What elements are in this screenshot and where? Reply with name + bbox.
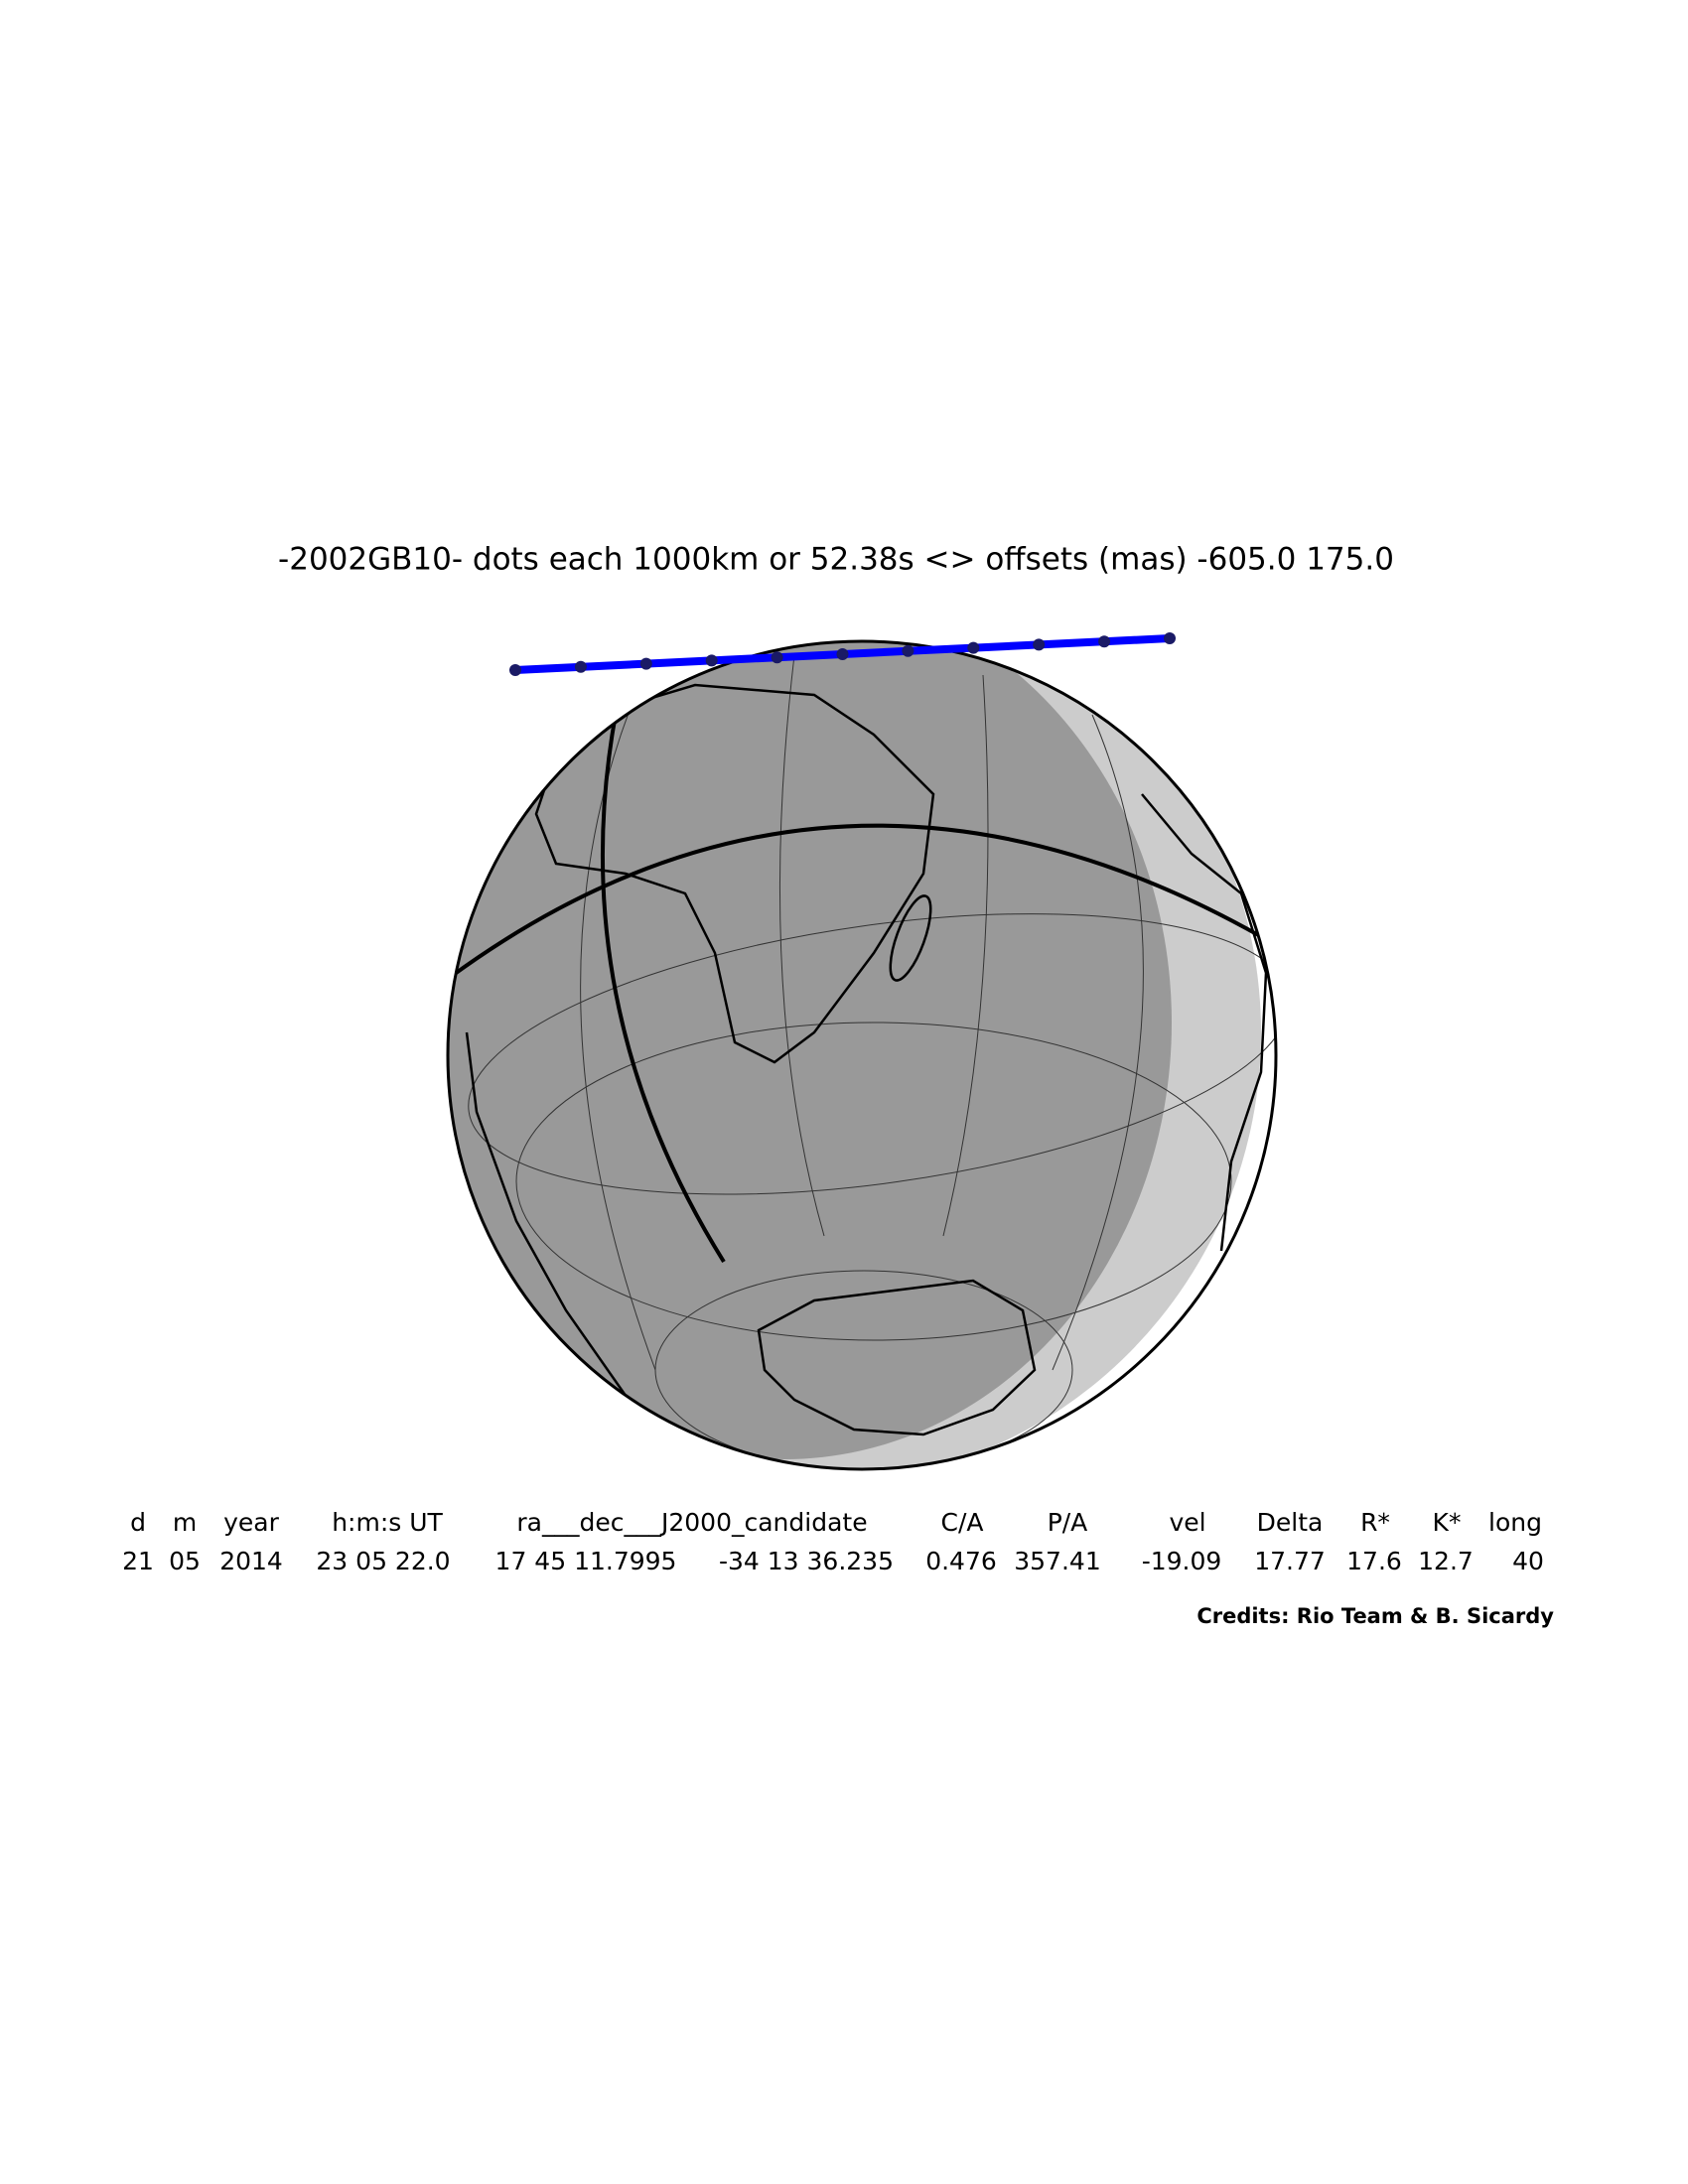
path-dot (1164, 632, 1176, 644)
column-value: -19.09 (1142, 1547, 1222, 1575)
shadow-path (509, 632, 1176, 676)
column-header: C/A (941, 1508, 984, 1537)
column-value: 0.476 (925, 1547, 997, 1575)
column-value: 17.6 (1346, 1547, 1402, 1575)
graticule (515, 1022, 1232, 1341)
column-header: ra___dec___J2000_candidate (516, 1508, 867, 1537)
column-value: 17.77 (1254, 1547, 1326, 1575)
path-dot (574, 660, 587, 673)
meridian-line (600, 688, 726, 1264)
column-header: K* (1433, 1508, 1462, 1537)
path-dot (509, 664, 521, 676)
column-value: 357.41 (1014, 1547, 1100, 1575)
antarctica (757, 1279, 1037, 1436)
event-table: d m year h:m:s UT ra___dec___J2000_candidate… (122, 1508, 1544, 1575)
graticule (778, 654, 825, 1237)
column-header: d (130, 1508, 146, 1537)
column-header: vel (1169, 1508, 1205, 1537)
column-header: h:m:s UT (332, 1508, 443, 1537)
column-header: long (1488, 1508, 1542, 1537)
credits: Credits: Rio Team & B. Sicardy (1196, 1604, 1554, 1628)
africa (534, 683, 935, 1064)
graticule (942, 674, 989, 1237)
column-value: 21 (122, 1547, 154, 1575)
path-dot (771, 651, 783, 664)
night-region (448, 641, 1172, 1459)
globe (446, 639, 1278, 1471)
column-value: 12.7 (1418, 1547, 1474, 1575)
column-header: year (223, 1508, 279, 1537)
column-header: R* (1360, 1508, 1390, 1537)
path-dot (1033, 638, 1046, 651)
column-value: 05 (169, 1547, 201, 1575)
map-title: -2002GB10- dots each 1000km or 52.38s <>… (278, 542, 1394, 578)
column-header: m (173, 1508, 197, 1537)
path-dot (1098, 635, 1111, 648)
path-dot (639, 657, 652, 670)
column-value: 40 (1512, 1547, 1544, 1575)
path-dot (836, 648, 849, 660)
madagascar (889, 894, 932, 982)
column-value: 17 45 11.7995 (495, 1547, 677, 1575)
asia-coast (1141, 793, 1268, 1252)
column-header: P/A (1048, 1508, 1088, 1537)
south-america-coast (465, 1031, 637, 1411)
globe-outline (446, 639, 1278, 1471)
column-value: 2014 (219, 1547, 283, 1575)
column-value: -34 13 36.235 (719, 1547, 894, 1575)
column-header: Delta (1257, 1508, 1324, 1537)
path-dot (902, 644, 914, 657)
path-dot (705, 654, 718, 667)
path-dot (967, 641, 980, 654)
column-value: 23 05 22.0 (316, 1547, 450, 1575)
equator-line (448, 823, 1263, 981)
graticule (468, 913, 1276, 1195)
graticule (1052, 714, 1144, 1371)
